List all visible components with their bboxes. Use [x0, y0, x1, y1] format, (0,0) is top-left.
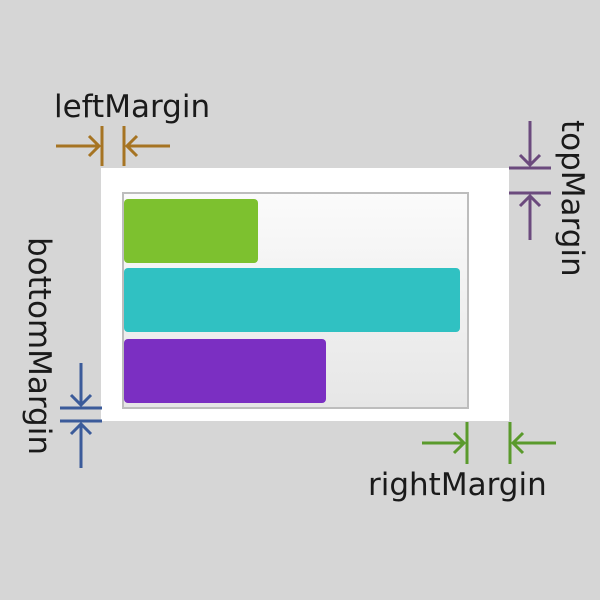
bottom-margin-indicator	[60, 363, 102, 468]
bar-3	[124, 339, 326, 403]
bars	[124, 199, 460, 403]
left-margin-label: leftMargin	[54, 89, 210, 125]
right-margin-label: rightMargin	[368, 467, 547, 503]
bar-2	[124, 268, 460, 332]
bar-1	[124, 199, 258, 263]
left-margin-indicator	[56, 126, 170, 166]
top-margin-label: topMargin	[554, 120, 590, 277]
right-margin-indicator	[422, 422, 556, 464]
bottom-margin-label: bottomMargin	[21, 237, 57, 455]
top-margin-indicator	[509, 121, 551, 240]
